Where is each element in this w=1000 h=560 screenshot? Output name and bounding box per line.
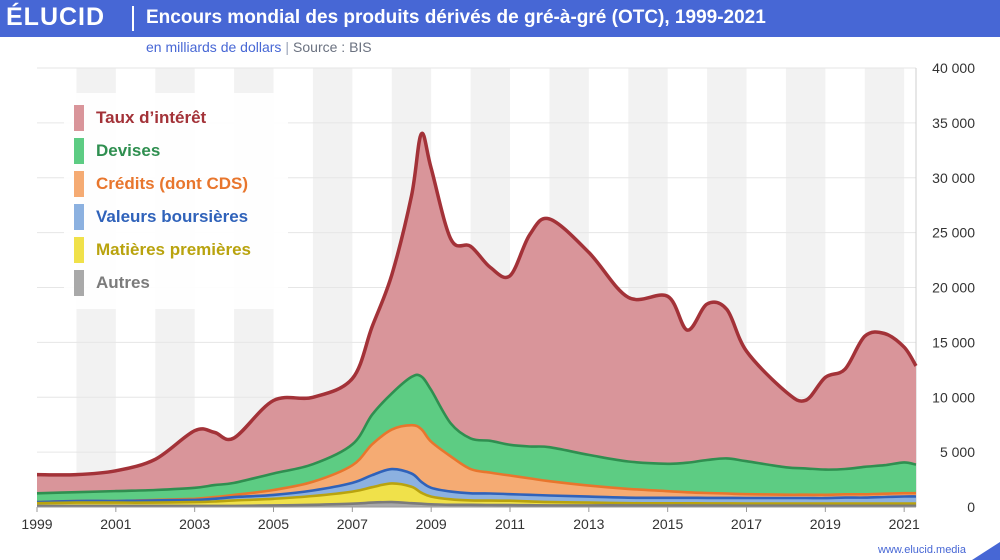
x-tick-label: 2021 <box>889 516 920 532</box>
y-tick-label: 5 000 <box>940 444 975 460</box>
y-tick-label: 35 000 <box>932 115 975 131</box>
line-valeurs-boursieres <box>36 467 917 504</box>
line-matieres-premieres <box>36 482 916 505</box>
subtitle-source: Source : BIS <box>293 39 372 55</box>
footer: www.elucid.media <box>860 540 1000 560</box>
legend: Taux d’intérêt Devises Crédits (dont CDS) V… <box>64 93 288 309</box>
legend-label: Crédits (dont CDS) <box>96 174 249 193</box>
legend-swatch <box>74 171 84 197</box>
legend-swatch <box>74 270 84 296</box>
footer-url[interactable]: www.elucid.media <box>877 544 966 556</box>
x-tick-label: 2015 <box>652 516 683 532</box>
y-tick-label: 10 000 <box>932 389 975 405</box>
area-valeurs-boursieres <box>37 469 916 507</box>
y-tick-label: 25 000 <box>932 225 975 241</box>
series-outlines <box>36 131 918 508</box>
header-bar: ÉLUCID Encours mondial des produits déri… <box>0 0 1000 37</box>
x-tick-label: 2009 <box>416 516 447 532</box>
legend-label: Taux d’intérêt <box>96 108 207 127</box>
legend-label: Autres <box>96 273 150 292</box>
area-matieres-premieres <box>37 483 916 507</box>
x-tick-label: 1999 <box>21 516 52 532</box>
line-autres <box>36 500 916 508</box>
y-tick-label: 30 000 <box>932 170 975 186</box>
subtitle-unit: en milliards de dollars <box>146 39 282 55</box>
subtitle-separator: | <box>285 39 290 55</box>
legend-label: Matières premières <box>96 240 251 259</box>
legend-swatch <box>74 237 84 263</box>
elucid-logo[interactable]: ÉLUCID <box>6 3 106 31</box>
y-tick-label: 15 000 <box>932 334 975 350</box>
x-tick-label: 2013 <box>573 516 604 532</box>
area-taux-d-interet <box>37 133 916 507</box>
legend-label: Valeurs boursières <box>96 207 249 226</box>
legend-swatch <box>74 138 84 164</box>
line-taux-d-interet <box>36 131 918 477</box>
x-tick-label: 2017 <box>731 516 762 532</box>
x-tick-label: 2007 <box>337 516 368 532</box>
legend-swatch <box>74 105 84 131</box>
elucid-flag-icon <box>972 542 1000 560</box>
legend-swatch <box>74 204 84 230</box>
x-tick-label: 2005 <box>258 516 289 532</box>
chart-subtitle: en milliards de dollars | Source : BIS <box>146 39 372 55</box>
x-tick-label: 2019 <box>810 516 841 532</box>
chart-title: Encours mondial des produits dérivés de … <box>146 7 766 28</box>
y-axis: 0 5 000 10 000 15 000 20 000 25 000 30 000 35 0… <box>932 60 975 515</box>
x-tick-label: 2001 <box>100 516 131 532</box>
x-tick-label: 2011 <box>495 516 525 532</box>
line-credits-dont-cds <box>36 423 917 504</box>
x-axis: 1999 2001 2003 2005 2007 2009 2011 2013 2015 2017… <box>21 506 920 532</box>
y-tick-label: 0 <box>967 499 975 515</box>
logo-divider <box>132 6 134 31</box>
x-tick-label: 2003 <box>179 516 210 532</box>
y-tick-label: 40 000 <box>932 60 975 76</box>
y-tick-label: 20 000 <box>932 280 975 296</box>
line-devises <box>36 373 917 495</box>
legend-label: Devises <box>96 141 161 160</box>
